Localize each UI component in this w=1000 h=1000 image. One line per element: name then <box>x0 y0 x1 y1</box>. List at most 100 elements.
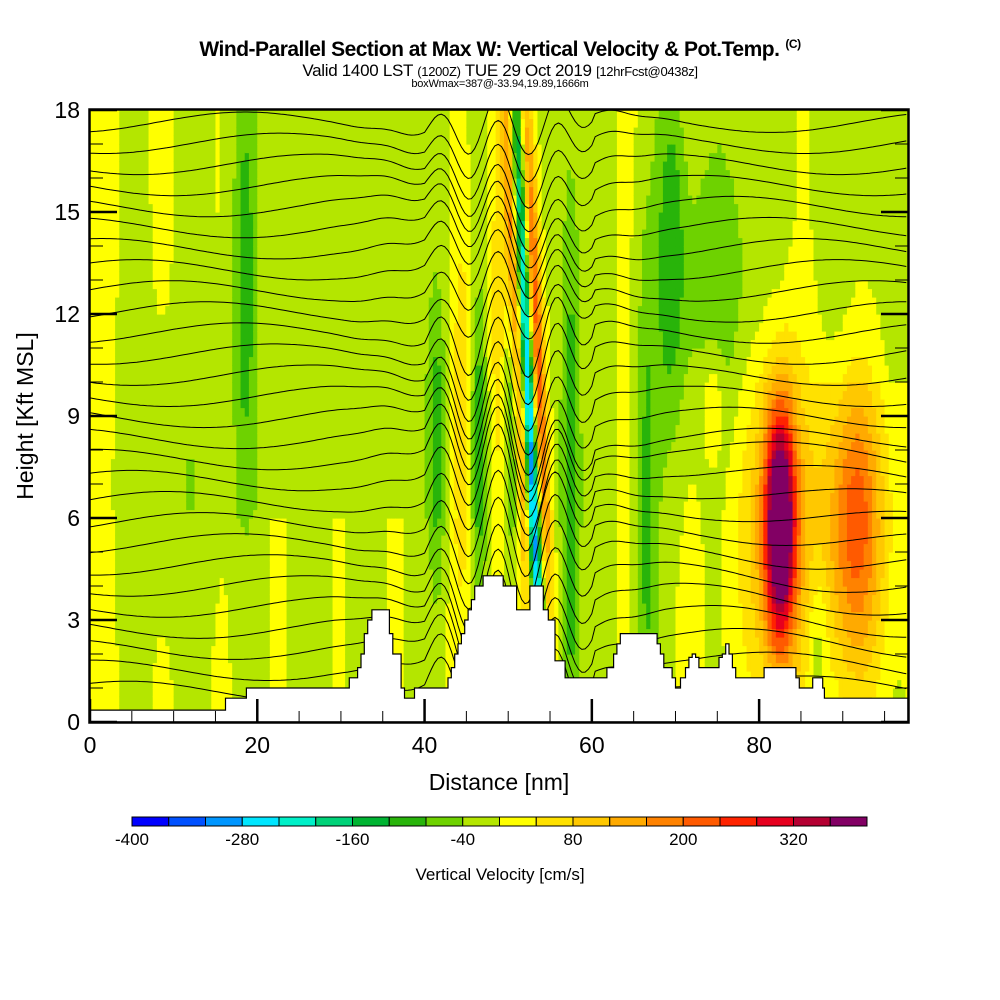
velocity-cell <box>211 348 217 358</box>
velocity-cell <box>186 484 191 494</box>
velocity-cell <box>311 586 317 596</box>
velocity-cell <box>278 416 283 426</box>
velocity-cell <box>315 399 321 409</box>
velocity-cell <box>311 152 317 162</box>
velocity-cell <box>340 467 346 477</box>
velocity-cell <box>223 662 229 672</box>
velocity-cell <box>353 603 359 613</box>
velocity-cell <box>269 654 275 664</box>
velocity-cell <box>219 501 225 511</box>
velocity-cell <box>236 484 242 494</box>
velocity-cell <box>228 118 233 128</box>
velocity-cell <box>370 484 375 494</box>
velocity-cell <box>345 628 350 638</box>
velocity-cell <box>106 577 112 587</box>
velocity-cell <box>152 246 158 256</box>
velocity-cell <box>219 288 225 298</box>
velocity-cell <box>165 212 171 222</box>
velocity-cell <box>140 654 145 664</box>
velocity-cell <box>286 169 292 179</box>
velocity-cell <box>261 662 267 672</box>
velocity-cell <box>202 501 208 511</box>
velocity-cell <box>290 356 296 366</box>
velocity-cell <box>244 620 250 630</box>
velocity-cell <box>232 492 237 502</box>
velocity-cell <box>240 314 246 324</box>
velocity-cell <box>261 305 267 315</box>
velocity-cell <box>98 654 104 664</box>
velocity-cell <box>119 229 125 239</box>
velocity-cell <box>219 441 225 451</box>
velocity-cell <box>144 110 150 120</box>
velocity-cell <box>173 433 179 443</box>
velocity-cell <box>244 246 250 256</box>
velocity-cell <box>182 433 187 443</box>
velocity-cell <box>240 679 246 689</box>
velocity-cell <box>248 416 254 426</box>
velocity-cell <box>332 178 338 188</box>
velocity-cell <box>349 144 355 154</box>
velocity-cell <box>282 679 288 689</box>
velocity-cell <box>299 152 304 162</box>
velocity-cell <box>156 254 162 264</box>
velocity-cell <box>219 518 225 528</box>
velocity-cell <box>357 195 363 205</box>
velocity-cell <box>261 475 267 485</box>
velocity-cell <box>265 161 271 171</box>
velocity-cell <box>144 195 150 205</box>
velocity-cell <box>374 186 380 196</box>
velocity-cell <box>115 654 120 664</box>
velocity-cell <box>274 492 279 502</box>
velocity-cell <box>240 365 246 375</box>
velocity-cell <box>328 679 334 689</box>
velocity-cell <box>324 458 329 468</box>
velocity-cell <box>119 356 125 366</box>
velocity-cell <box>156 127 162 137</box>
velocity-cell <box>286 314 292 324</box>
velocity-cell <box>186 127 191 137</box>
velocity-cell <box>127 654 133 664</box>
velocity-cell <box>345 407 350 417</box>
velocity-cell <box>127 263 133 273</box>
velocity-cell <box>294 611 300 621</box>
velocity-cell <box>190 280 196 290</box>
velocity-cell <box>240 127 246 137</box>
velocity-cell <box>173 679 179 689</box>
velocity-cell <box>211 560 217 570</box>
velocity-cell <box>198 416 204 426</box>
velocity-cell <box>282 458 288 468</box>
velocity-cell <box>253 450 258 460</box>
velocity-cell <box>290 110 296 120</box>
velocity-cell <box>148 552 154 562</box>
velocity-cell <box>286 144 292 154</box>
velocity-cell <box>311 110 317 120</box>
velocity-cell <box>152 679 158 689</box>
velocity-cell <box>211 535 217 545</box>
velocity-cell <box>169 271 175 281</box>
velocity-cell <box>106 416 112 426</box>
velocity-cell <box>173 586 179 596</box>
velocity-cell <box>357 356 363 366</box>
velocity-cell <box>345 254 350 264</box>
velocity-cell <box>148 688 154 698</box>
velocity-cell <box>324 271 329 281</box>
velocity-cell <box>370 407 375 417</box>
velocity-cell <box>144 220 150 230</box>
velocity-cell <box>90 458 95 468</box>
velocity-cell <box>148 110 154 120</box>
velocity-cell <box>177 696 183 706</box>
velocity-cell <box>127 688 133 698</box>
velocity-cell <box>253 195 258 205</box>
velocity-cell <box>110 246 116 256</box>
velocity-cell <box>169 688 175 698</box>
velocity-cell <box>278 509 283 519</box>
velocity-cell <box>366 416 371 426</box>
velocity-cell <box>156 654 162 664</box>
velocity-cell <box>353 620 359 630</box>
velocity-cell <box>232 110 237 120</box>
velocity-cell <box>136 458 141 468</box>
velocity-cell <box>123 152 129 162</box>
velocity-cell <box>307 246 313 256</box>
velocity-cell <box>98 390 104 400</box>
velocity-cell <box>253 288 258 298</box>
